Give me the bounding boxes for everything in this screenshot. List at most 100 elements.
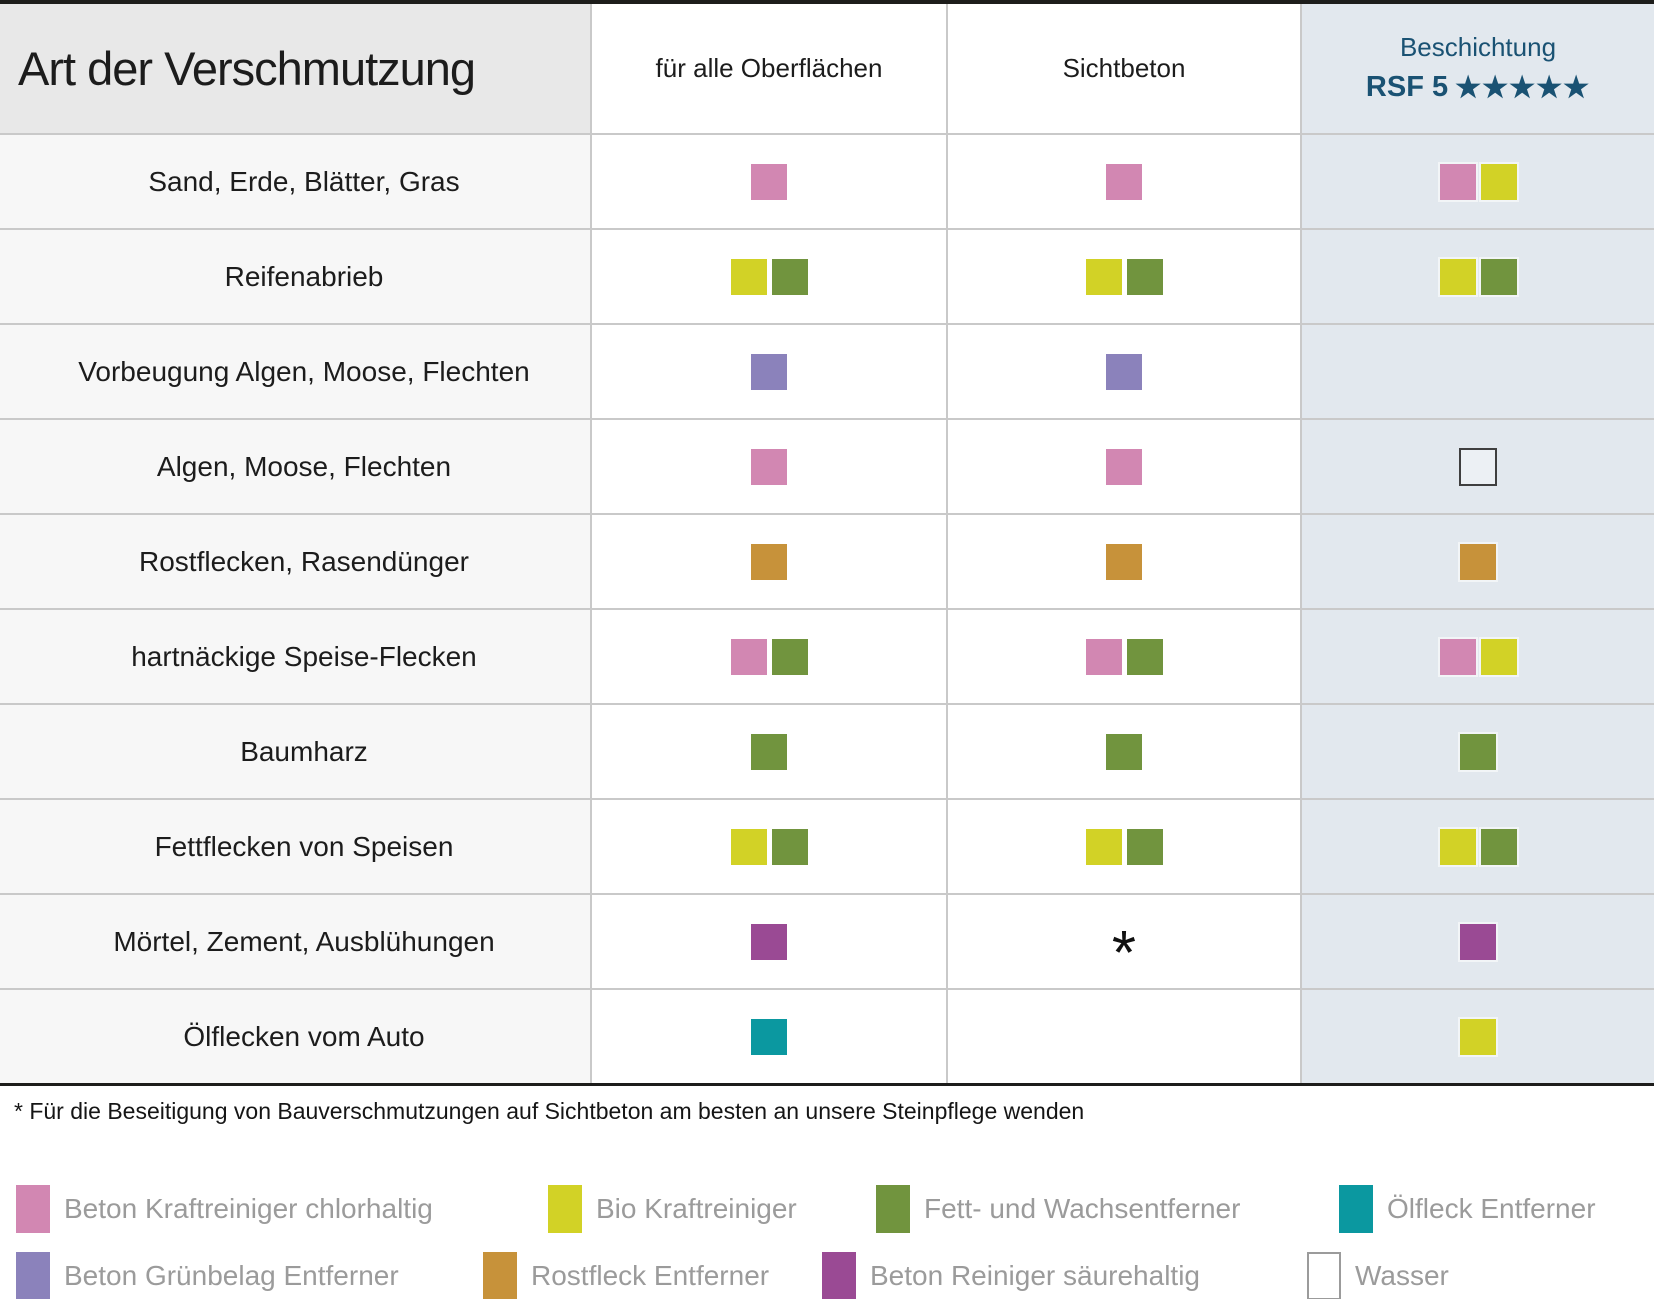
legend-swatch-wasser — [1307, 1252, 1341, 1299]
cell-sichtbeton — [946, 325, 1300, 418]
row-label: Rostflecken, Rasendünger — [0, 515, 590, 608]
cell-all-surfaces — [590, 230, 946, 323]
swatch-bio-kraftreiniger — [730, 828, 767, 865]
swatch-beton-kraftreiniger-chlorhaltig — [751, 448, 787, 485]
swatch-fett-und-wachsentferner — [771, 638, 808, 675]
footnote: * Für die Beseitigung von Bauverschmutzu… — [14, 1098, 1085, 1124]
legend-label: Ölfleck Entferner — [1387, 1193, 1596, 1224]
rsf5-text: RSF 5 — [1365, 71, 1449, 103]
swatch-wasser — [1459, 447, 1497, 486]
cell-sichtbeton — [946, 705, 1300, 798]
swatch-fett-und-wachsentferner — [751, 733, 787, 770]
swatch-oelfleck-entferner — [751, 1018, 787, 1055]
cell-beschichtung — [1300, 610, 1654, 703]
cell-beschichtung — [1300, 135, 1654, 228]
swatch-fett-und-wachsentferner — [1126, 258, 1163, 295]
swatch-rostfleck-entferner — [1460, 543, 1496, 580]
legend-label: Beton Reiniger säurehaltig — [870, 1260, 1200, 1291]
row-label: hartnäckige Speise-Flecken — [0, 610, 590, 703]
swatch-fett-und-wachsentferner — [1480, 828, 1517, 865]
cell-all-surfaces — [590, 610, 946, 703]
table-row-5: Rostflecken, Rasendünger — [0, 513, 1654, 608]
table-row-2: Reifenabrieb — [0, 228, 1654, 323]
swatch-beton-kraftreiniger-chlorhaltig — [1439, 638, 1476, 675]
legend-swatch-rostfleck-entferner — [483, 1252, 517, 1299]
cell-all-surfaces — [590, 705, 946, 798]
legend-swatch-bio-kraftreiniger — [548, 1185, 582, 1233]
swatch-beton-kraftreiniger-chlorhaltig — [1085, 638, 1122, 675]
legend-item-rostfleck-entferner: Rostfleck Entferner — [483, 1250, 769, 1299]
rating-stars-icon: ★★★★★ — [1455, 72, 1591, 104]
table-row-7: Baumharz — [0, 703, 1654, 798]
swatch-bio-kraftreiniger — [1439, 828, 1476, 865]
cell-all-surfaces — [590, 325, 946, 418]
swatch-fett-und-wachsentferner — [1480, 258, 1517, 295]
row-label: Reifenabrieb — [0, 230, 590, 323]
table-header-row: Art der Verschmutzung für alle Oberfläch… — [0, 4, 1654, 133]
row-label: Baumharz — [0, 705, 590, 798]
swatch-bio-kraftreiniger — [1439, 258, 1476, 295]
legend-row-2: Beton Grünbelag Entferner Rostfleck Entfe… — [0, 1250, 1654, 1299]
products-table: Art der Verschmutzung für alle Oberfläch… — [0, 0, 1654, 1086]
cell-beschichtung — [1300, 705, 1654, 798]
cell-sichtbeton — [946, 230, 1300, 323]
row-label: Algen, Moose, Flechten — [0, 420, 590, 513]
rsf5-label: RSF 5 ★★★★★ — [1366, 70, 1590, 105]
row-label: Vorbeugung Algen, Moose, Flechten — [0, 325, 590, 418]
cell-beschichtung — [1300, 420, 1654, 513]
swatch-bio-kraftreiniger — [1460, 1018, 1496, 1055]
swatch-fett-und-wachsentferner — [771, 258, 808, 295]
header-art-der-verschmutzung: Art der Verschmutzung — [0, 4, 590, 133]
legend-swatch-beton-reiniger-saeurehaltig — [822, 1252, 856, 1299]
beschichtung-label: Beschichtung — [1399, 32, 1557, 62]
legend-item-beton-kraftreiniger-chlorhaltig: Beton Kraftreiniger chlorhaltig — [16, 1183, 433, 1235]
swatch-beton-kraftreiniger-chlorhaltig — [1106, 163, 1142, 200]
table-row-8: Fettflecken von Speisen — [0, 798, 1654, 893]
cell-sichtbeton — [946, 800, 1300, 893]
swatch-fett-und-wachsentferner — [1126, 828, 1163, 865]
swatch-bio-kraftreiniger — [1480, 638, 1517, 675]
swatch-fett-und-wachsentferner — [1106, 733, 1142, 770]
asterisk-footnote-marker: * — [1111, 918, 1137, 988]
cell-sichtbeton — [946, 420, 1300, 513]
header-beschichtung-rsf5: Beschichtung RSF 5 ★★★★★ — [1300, 4, 1654, 133]
legend-item-bio-kraftreiniger: Bio Kraftreiniger — [548, 1183, 797, 1235]
legend-label: Wasser — [1355, 1260, 1449, 1291]
cell-sichtbeton — [946, 135, 1300, 228]
legend-label: Rostfleck Entferner — [531, 1260, 770, 1291]
legend-label: Beton Grünbelag Entferner — [64, 1260, 399, 1291]
table-row-9: Mörtel, Zement, Ausblühungen * — [0, 893, 1654, 988]
swatch-beton-reiniger-saeurehaltig — [751, 923, 787, 960]
cell-sichtbeton — [946, 515, 1300, 608]
legend-swatch-fett-und-wachsentferner — [876, 1185, 910, 1233]
cell-sichtbeton — [946, 610, 1300, 703]
legend-label: Bio Kraftreiniger — [596, 1193, 797, 1224]
header-fuer-alle-oberflaechen: für alle Oberflächen — [590, 4, 946, 133]
swatch-beton-reiniger-saeurehaltig — [1460, 923, 1496, 960]
legend-row-1: Beton Kraftreiniger chlorhaltig Bio Kraft… — [0, 1183, 1654, 1235]
cell-beschichtung — [1300, 800, 1654, 893]
swatch-fett-und-wachsentferner — [1126, 638, 1163, 675]
table-body: Sand, Erde, Blätter, Gras Reifenabrieb Vor… — [0, 133, 1654, 1083]
cell-all-surfaces — [590, 515, 946, 608]
legend-swatch-beton-kraftreiniger-chlorhaltig — [16, 1185, 50, 1233]
cell-beschichtung — [1300, 325, 1654, 418]
swatch-bio-kraftreiniger — [1085, 258, 1122, 295]
legend-item-oelfleck-entferner: Ölfleck Entferner — [1339, 1183, 1596, 1235]
cell-all-surfaces — [590, 800, 946, 893]
row-label: Fettflecken von Speisen — [0, 800, 590, 893]
swatch-rostfleck-entferner — [751, 543, 787, 580]
table-row-6: hartnäckige Speise-Flecken — [0, 608, 1654, 703]
row-label: Sand, Erde, Blätter, Gras — [0, 135, 590, 228]
swatch-beton-kraftreiniger-chlorhaltig — [730, 638, 767, 675]
cell-beschichtung — [1300, 895, 1654, 988]
swatch-fett-und-wachsentferner — [771, 828, 808, 865]
legend-swatch-beton-gruenbelag-entferner — [16, 1252, 50, 1299]
cell-all-surfaces — [590, 135, 946, 228]
swatch-beton-kraftreiniger-chlorhaltig — [1439, 163, 1476, 200]
cell-all-surfaces — [590, 420, 946, 513]
cell-all-surfaces — [590, 990, 946, 1083]
swatch-bio-kraftreiniger — [730, 258, 767, 295]
swatch-bio-kraftreiniger — [1480, 163, 1517, 200]
